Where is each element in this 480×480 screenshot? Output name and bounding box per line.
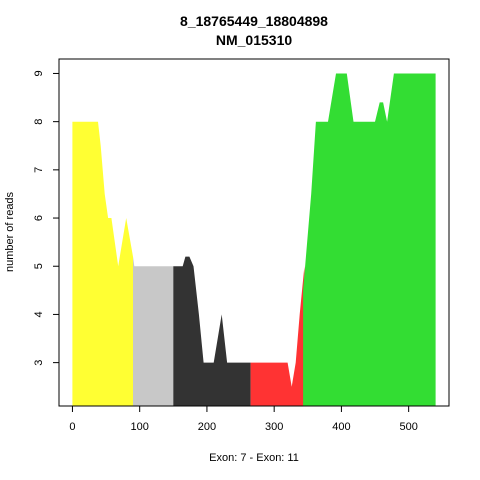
x-tick-label: 400 <box>332 421 350 433</box>
x-axis-title: Exon: 7 - Exon: 11 <box>209 452 299 464</box>
series-area-5 <box>303 73 436 406</box>
series-area-2 <box>133 256 174 406</box>
y-tick-label: 3 <box>33 360 45 366</box>
x-tick-label: 100 <box>131 421 149 433</box>
series-area-3 <box>173 256 251 406</box>
chart-title: 8_18765449_18804898 <box>180 13 328 29</box>
y-tick-label: 9 <box>33 70 45 76</box>
y-axis: 3 4 5 6 7 8 9 <box>33 70 59 366</box>
y-tick-label: 6 <box>33 215 45 221</box>
series-areas <box>72 73 436 406</box>
x-axis: 0 100 200 300 400 500 <box>69 406 418 433</box>
y-tick-label: 4 <box>33 311 45 317</box>
plot-frame <box>58 58 450 407</box>
x-tick-label: 200 <box>198 421 216 433</box>
y-axis-title: number of reads <box>4 191 16 272</box>
y-tick-label: 5 <box>33 263 45 269</box>
y-tick-label: 7 <box>33 167 45 173</box>
series-area-1 <box>72 121 133 406</box>
chart-subtitle: NM_015310 <box>216 32 292 48</box>
x-tick-label: 0 <box>69 421 75 433</box>
x-tick-label: 500 <box>399 421 417 433</box>
y-tick-label: 8 <box>33 119 45 125</box>
x-tick-label: 300 <box>265 421 283 433</box>
series-area-4 <box>250 266 305 406</box>
